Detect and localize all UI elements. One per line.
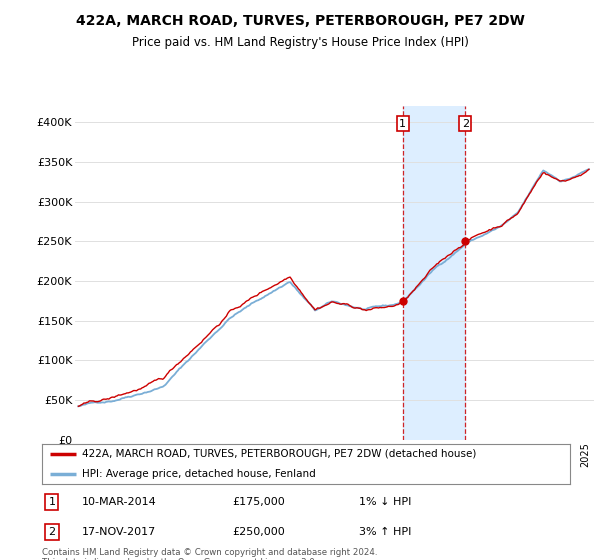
422A, MARCH ROAD, TURVES, PETERBOROUGH, PE7 2DW (detached house) [163,371,170,377]
HPI: Average price, detached house, Fenland: (2.02e+03, 2.67e+05): Average price, detached house, Fenland: … [494,225,501,231]
HPI: Average price, detached house, Fenland: (2.03e+03, 3.41e+05): Average price, detached house, Fenland: … [586,166,593,172]
422A, MARCH ROAD, TURVES, PETERBOROUGH, PE7 2DW (detached house) [494,223,501,230]
Text: 1: 1 [49,497,55,507]
422A, MARCH ROAD, TURVES, PETERBOROUGH, PE7 2DW (detached house) [280,277,287,284]
HPI: Average price, detached house, Fenland: (2.02e+03, 2.96e+05): Average price, detached house, Fenland: … [519,202,526,208]
Text: 2: 2 [462,119,469,129]
HPI: Average price, detached house, Fenland: (2.01e+03, 1.9e+05): Average price, detached house, Fenland: … [274,286,281,292]
Text: 10-MAR-2014: 10-MAR-2014 [82,497,157,507]
Text: Price paid vs. HM Land Registry's House Price Index (HPI): Price paid vs. HM Land Registry's House … [131,36,469,49]
422A, MARCH ROAD, TURVES, PETERBOROUGH, PE7 2DW (detached house) [447,251,454,258]
422A, MARCH ROAD, TURVES, PETERBOROUGH, PE7 2DW (detached house) [75,403,82,410]
Text: 1% ↓ HPI: 1% ↓ HPI [359,497,411,507]
Text: 422A, MARCH ROAD, TURVES, PETERBOROUGH, PE7 2DW: 422A, MARCH ROAD, TURVES, PETERBOROUGH, … [76,14,524,28]
422A, MARCH ROAD, TURVES, PETERBOROUGH, PE7 2DW (detached house) [519,202,526,209]
Text: £250,000: £250,000 [232,527,285,537]
HPI: Average price, detached house, Fenland: (2.02e+03, 2.3e+05): Average price, detached house, Fenland: … [447,254,454,260]
Text: 2: 2 [49,527,55,537]
HPI: Average price, detached house, Fenland: (2e+03, 7.13e+04): Average price, detached house, Fenland: … [163,380,170,386]
Line: 422A, MARCH ROAD, TURVES, PETERBOROUGH, PE7 2DW (detached house): 422A, MARCH ROAD, TURVES, PETERBOROUGH, … [79,169,589,407]
Text: 3% ↑ HPI: 3% ↑ HPI [359,527,411,537]
Text: 17-NOV-2017: 17-NOV-2017 [82,527,156,537]
Text: 422A, MARCH ROAD, TURVES, PETERBOROUGH, PE7 2DW (detached house): 422A, MARCH ROAD, TURVES, PETERBOROUGH, … [82,449,476,459]
422A, MARCH ROAD, TURVES, PETERBOROUGH, PE7 2DW (detached house) [586,166,593,172]
Bar [403,106,466,440]
Line: HPI: Average price, detached house, Fenland: HPI: Average price, detached house, Fenl… [79,169,589,407]
HPI: Average price, detached house, Fenland: (2e+03, 4.2e+04): Average price, detached house, Fenland: … [75,403,82,410]
422A, MARCH ROAD, TURVES, PETERBOROUGH, PE7 2DW (detached house) [274,281,281,287]
Text: Contains HM Land Registry data © Crown copyright and database right 2024.
This d: Contains HM Land Registry data © Crown c… [42,548,377,560]
Text: HPI: Average price, detached house, Fenland: HPI: Average price, detached house, Fenl… [82,469,316,479]
Text: £175,000: £175,000 [232,497,285,507]
Text: 1: 1 [399,119,406,129]
HPI: Average price, detached house, Fenland: (2.01e+03, 1.94e+05): Average price, detached house, Fenland: … [280,282,287,289]
